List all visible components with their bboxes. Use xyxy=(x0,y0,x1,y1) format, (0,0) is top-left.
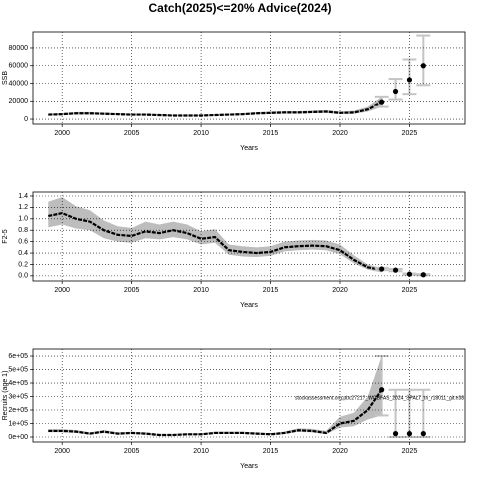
plot-frame xyxy=(32,31,466,125)
x-tick-label: 2010 xyxy=(193,448,209,455)
x-tick-label: 2000 xyxy=(54,448,70,455)
x-tick-label: 2000 xyxy=(54,130,70,137)
x-tick-label: 2010 xyxy=(193,287,209,294)
x-axis-label: Years xyxy=(240,302,258,309)
confidence-band xyxy=(48,197,382,273)
y-axis-label: F2-5 xyxy=(2,229,9,244)
plot-frame xyxy=(32,348,466,443)
plot-area xyxy=(33,32,465,124)
forecast-point xyxy=(392,267,399,273)
y-tick-label: 0.6 xyxy=(18,238,28,245)
x-tick-label: 2025 xyxy=(402,448,418,455)
estimate-line xyxy=(48,211,382,272)
forecast-point xyxy=(406,271,413,277)
forecast-point xyxy=(379,266,385,272)
x-axis-label: Years xyxy=(240,145,258,152)
y-tick-label: 2e+05 xyxy=(8,407,28,414)
estimate-line xyxy=(48,101,383,117)
forecast-point xyxy=(420,431,426,437)
x-tick-label: 2025 xyxy=(402,287,418,294)
y-tick-label: 0 xyxy=(24,116,28,123)
y-tick-label: 20000 xyxy=(9,98,29,105)
y-axis-label: Recruits (age 1) xyxy=(2,371,9,421)
estimate-line xyxy=(48,389,383,437)
y-tick-label: 40000 xyxy=(9,80,29,87)
y-tick-label: 1.0 xyxy=(18,216,28,223)
y-tick-label: 4e+05 xyxy=(8,380,28,387)
x-tick-label: 2020 xyxy=(332,287,348,294)
forecast-point xyxy=(379,387,385,393)
y-tick-label: 1.4 xyxy=(18,193,28,200)
x-tick-label: 2015 xyxy=(263,130,279,137)
y-tick-label: 0.8 xyxy=(18,227,28,234)
x-axis-label: Years xyxy=(240,463,258,470)
y-axis-label: SSB xyxy=(2,71,9,85)
x-tick-label: 2005 xyxy=(124,287,140,294)
y-tick-label: 6e+05 xyxy=(8,353,28,360)
x-tick-label: 2015 xyxy=(263,287,279,294)
x-tick-label: 2005 xyxy=(124,130,140,137)
y-tick-label: 0e+00 xyxy=(8,434,28,441)
y-tick-label: 1.2 xyxy=(18,204,28,211)
forecast-point xyxy=(406,77,413,83)
y-tick-label: 0.4 xyxy=(18,250,28,257)
plot-area xyxy=(33,192,465,281)
plot-frame xyxy=(32,191,466,282)
annotation: stockassessment.org,pbc2721?_WGBFAS_2024… xyxy=(295,395,464,401)
forecast-point xyxy=(392,88,399,95)
y-tick-label: 1e+05 xyxy=(8,420,28,427)
x-tick-label: 2025 xyxy=(402,130,418,137)
x-tick-label: 2020 xyxy=(332,448,348,455)
forecast-point xyxy=(392,431,399,437)
x-tick-label: 2000 xyxy=(54,287,70,294)
y-tick-label: 80000 xyxy=(9,45,29,52)
y-tick-label: 3e+05 xyxy=(8,393,28,400)
y-tick-label: 0.0 xyxy=(18,273,28,280)
chart-title: Catch(2025)<=20% Advice(2024) xyxy=(149,1,332,15)
y-tick-label: 0.2 xyxy=(18,261,28,268)
forecast-point xyxy=(420,272,426,278)
x-tick-label: 2015 xyxy=(263,448,279,455)
x-tick-label: 2020 xyxy=(332,130,348,137)
x-tick-label: 2010 xyxy=(193,130,209,137)
forecast-point xyxy=(379,99,385,105)
y-tick-label: 5e+05 xyxy=(8,366,28,373)
x-tick-label: 2005 xyxy=(124,448,140,455)
plot-area xyxy=(33,349,465,442)
y-tick-label: 60000 xyxy=(9,63,29,70)
